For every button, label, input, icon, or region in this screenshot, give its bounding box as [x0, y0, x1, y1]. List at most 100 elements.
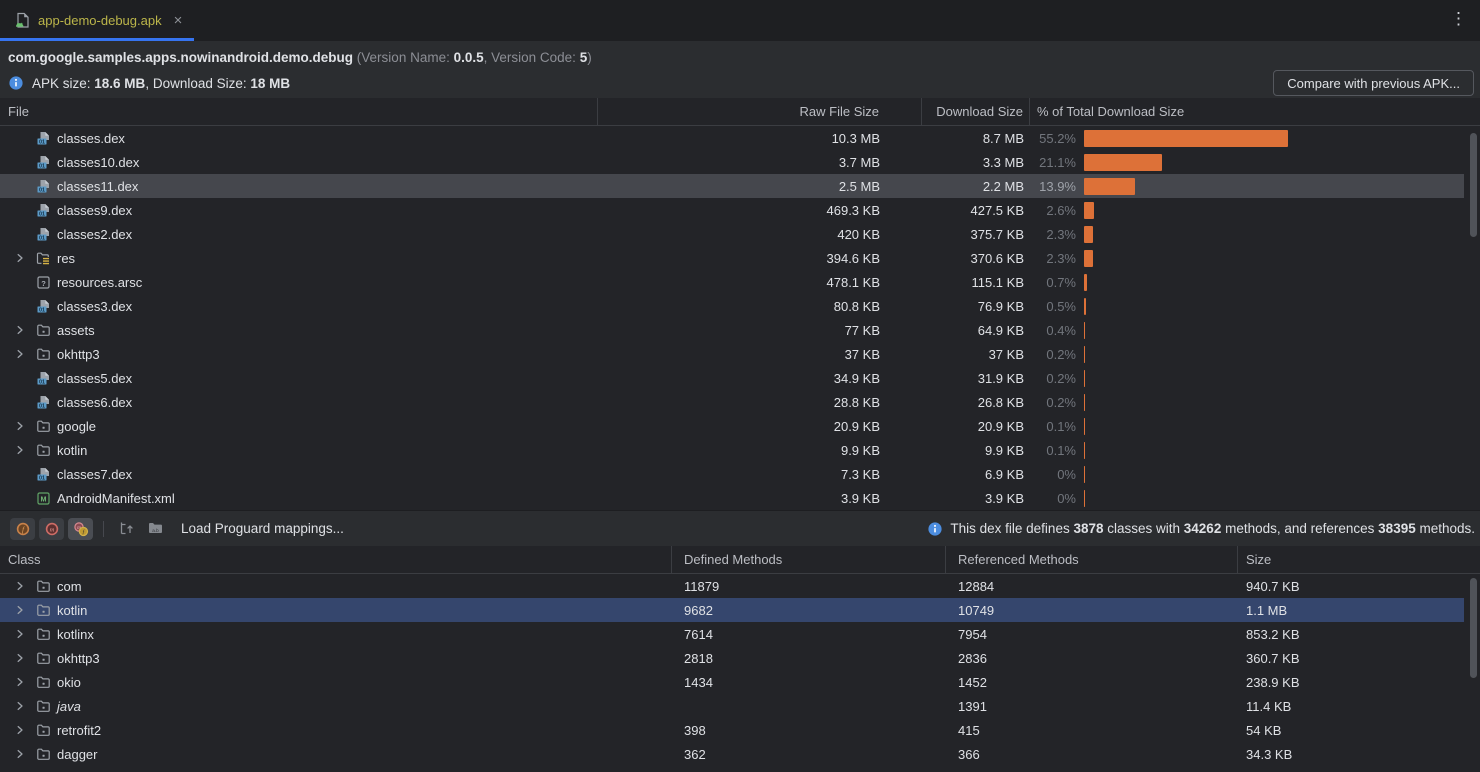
file-table-row[interactable]: ? resources.arsc 478.1 KB 115.1 KB 0.7%	[0, 270, 1464, 294]
raw-file-size-value: 394.6 KB	[598, 251, 922, 266]
version-code: 5	[580, 50, 588, 65]
referenced-methods-value: 1391	[946, 699, 1238, 714]
vertical-scrollbar[interactable]	[1470, 133, 1477, 237]
chevron-right-icon[interactable]	[14, 652, 26, 664]
chevron-right-icon[interactable]	[14, 628, 26, 640]
chevron-right-icon[interactable]	[14, 444, 26, 456]
chevron-right-icon[interactable]	[14, 604, 26, 616]
defined-methods-value: 1434	[672, 675, 946, 690]
file-table-row[interactable]: 01 classes6.dex 28.8 KB 26.8 KB 0.2%	[0, 390, 1464, 414]
load-proguard-mappings-link[interactable]: Load Proguard mappings...	[181, 521, 344, 536]
more-options-icon[interactable]: ⋮	[1450, 9, 1467, 29]
svg-text:01: 01	[39, 211, 45, 217]
column-header-defined-methods[interactable]: Defined Methods	[672, 546, 946, 573]
package-name: okhttp3	[57, 651, 100, 666]
chevron-right-icon[interactable]	[14, 580, 26, 592]
column-header-download-size[interactable]: Download Size	[922, 98, 1030, 125]
file-table-row[interactable]: M AndroidManifest.xml 3.9 KB 3.9 KB 0%	[0, 486, 1464, 510]
show-all-referenced-toggle[interactable]: mf	[68, 518, 93, 540]
file-name: classes9.dex	[57, 203, 132, 218]
tab-title: app-demo-debug.apk	[38, 13, 162, 28]
package-name: java	[57, 699, 81, 714]
file-table-row[interactable]: assets 77 KB 64.9 KB 0.4%	[0, 318, 1464, 342]
class-table-row[interactable]: kotlinx 7614 7954 853.2 KB	[0, 622, 1464, 646]
download-size-bar	[1084, 442, 1085, 459]
chevron-right-icon[interactable]	[14, 252, 26, 264]
chevron-right-icon[interactable]	[14, 324, 26, 336]
show-methods-toggle[interactable]: m	[39, 518, 64, 540]
file-table-row[interactable]: google 20.9 KB 20.9 KB 0.1%	[0, 414, 1464, 438]
column-header-size[interactable]: Size	[1238, 546, 1480, 573]
chevron-right-icon[interactable]	[14, 724, 26, 736]
column-header-raw-file-size[interactable]: Raw File Size	[598, 98, 922, 125]
package-name: com	[57, 579, 82, 594]
chevron-right-icon[interactable]	[14, 676, 26, 688]
download-size-value: 3.9 KB	[922, 491, 1030, 506]
expand-tree-button[interactable]	[117, 519, 136, 538]
defined-methods-value: 9682	[672, 603, 946, 618]
tab-app-demo-debug-apk[interactable]: app-demo-debug.apk ×	[0, 0, 194, 41]
file-table-row[interactable]: 01 classes5.dex 34.9 KB 31.9 KB 0.2%	[0, 366, 1464, 390]
referenced-methods-value: 1452	[946, 675, 1238, 690]
raw-file-size-value: 77 KB	[598, 323, 922, 338]
class-table-row[interactable]: java 1391 11.4 KB	[0, 694, 1464, 718]
defined-methods-value: 7614	[672, 627, 946, 642]
class-table-row[interactable]: okio 1434 1452 238.9 KB	[0, 670, 1464, 694]
column-header-referenced-methods[interactable]: Referenced Methods	[946, 546, 1238, 573]
file-table-row[interactable]: 01 classes10.dex 3.7 MB 3.3 MB 21.1%	[0, 150, 1464, 174]
class-table-row[interactable]: okhttp3 2818 2836 360.7 KB	[0, 646, 1464, 670]
file-table-row[interactable]: 01 classes11.dex 2.5 MB 2.2 MB 13.9%	[0, 174, 1464, 198]
class-table-row[interactable]: kotlin 9682 10749 1.1 MB	[0, 598, 1464, 622]
file-table-row[interactable]: res 394.6 KB 370.6 KB 2.3%	[0, 246, 1464, 270]
pct-of-total-value: 0%	[1030, 467, 1076, 482]
chevron-right-icon[interactable]	[14, 348, 26, 360]
chevron-right-icon[interactable]	[14, 700, 26, 712]
file-table-row[interactable]: 01 classes9.dex 469.3 KB 427.5 KB 2.6%	[0, 198, 1464, 222]
file-table-row[interactable]: 01 classes.dex 10.3 MB 8.7 MB 55.2%	[0, 126, 1464, 150]
svg-text:01: 01	[39, 307, 45, 313]
deobfuscate-names-button[interactable]: a.b	[146, 519, 165, 538]
arsc-file-icon: ?	[36, 275, 51, 290]
svg-text:01: 01	[39, 187, 45, 193]
chevron-right-icon[interactable]	[14, 420, 26, 432]
raw-file-size-value: 469.3 KB	[598, 203, 922, 218]
folder-icon	[36, 443, 51, 458]
vertical-scrollbar[interactable]	[1470, 578, 1477, 678]
toolbar-separator	[103, 521, 104, 537]
download-size-bar	[1084, 418, 1085, 435]
column-header-file[interactable]: File	[0, 98, 598, 125]
column-header-pct-of-total[interactable]: % of Total Download Size	[1030, 98, 1480, 125]
class-table-row[interactable]: dagger 362 366 34.3 KB	[0, 742, 1464, 766]
file-table-row[interactable]: 01 classes3.dex 80.8 KB 76.9 KB 0.5%	[0, 294, 1464, 318]
pct-of-total-value: 0.2%	[1030, 371, 1076, 386]
raw-file-size-value: 420 KB	[598, 227, 922, 242]
file-table-row[interactable]: okhttp3 37 KB 37 KB 0.2%	[0, 342, 1464, 366]
pct-of-total-value: 13.9%	[1030, 179, 1076, 194]
column-header-class[interactable]: Class	[0, 546, 672, 573]
svg-text:01: 01	[39, 163, 45, 169]
compare-with-previous-apk-button[interactable]: Compare with previous APK...	[1273, 70, 1474, 96]
size-value: 238.9 KB	[1238, 675, 1464, 690]
svg-text:M: M	[41, 494, 47, 503]
class-table-row[interactable]: com 11879 12884 940.7 KB	[0, 574, 1464, 598]
chevron-right-icon[interactable]	[14, 748, 26, 760]
download-size-bar	[1084, 346, 1085, 363]
referenced-methods-value: 7954	[946, 627, 1238, 642]
show-fields-toggle[interactable]: f	[10, 518, 35, 540]
file-table-row[interactable]: 01 classes7.dex 7.3 KB 6.9 KB 0%	[0, 462, 1464, 486]
package-folder-icon	[36, 747, 51, 762]
download-size-value: 20.9 KB	[922, 419, 1030, 434]
svg-text:01: 01	[39, 235, 45, 241]
file-table-row[interactable]: kotlin 9.9 KB 9.9 KB 0.1%	[0, 438, 1464, 462]
raw-file-size-value: 3.7 MB	[598, 155, 922, 170]
referenced-methods-value: 2836	[946, 651, 1238, 666]
file-table-row[interactable]: 01 classes2.dex 420 KB 375.7 KB 2.3%	[0, 222, 1464, 246]
package-name: kotlinx	[57, 627, 94, 642]
file-name: classes10.dex	[57, 155, 139, 170]
package-folder-icon	[36, 651, 51, 666]
package-name: com.google.samples.apps.nowinandroid.dem…	[8, 50, 353, 65]
size-value: 853.2 KB	[1238, 627, 1464, 642]
class-table-row[interactable]: retrofit2 398 415 54 KB	[0, 718, 1464, 742]
close-icon[interactable]: ×	[174, 13, 183, 28]
pct-of-total-value: 0.7%	[1030, 275, 1076, 290]
